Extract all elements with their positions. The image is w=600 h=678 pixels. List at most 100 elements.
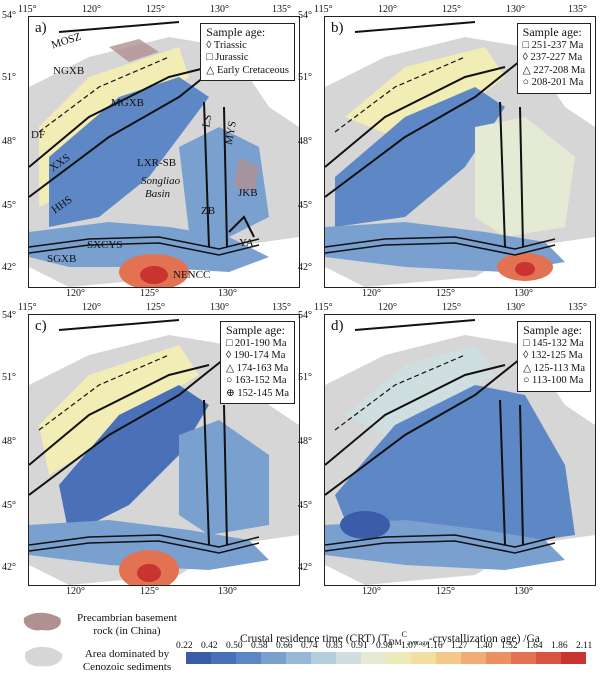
lon-label: 115° [314,4,333,15]
colorbar-tick-label: 1.16 [426,641,443,651]
lat-label: 45° [298,200,312,211]
colorbar-segment [486,652,511,664]
colorbar-tick-label: 0.83 [326,641,343,651]
lon-label: 135° [568,4,587,15]
colorbar-tick-label: 0.50 [226,641,243,651]
lon-label: 115° [18,302,37,313]
lon-label: 125° [442,4,461,15]
colorbar-segment [186,652,211,664]
legend-item: △ 227-208 Ma [522,64,585,76]
lon-label: 130° [210,4,229,15]
unit-label: LXR-SB [137,157,177,169]
panel-tag: a) [33,20,49,37]
colorbar-tick-label: 1.07 [401,641,418,651]
colorbar-segment [411,652,436,664]
sample-age-legend: Sample age: ◊ Triassic □ Jurassic △ Earl… [200,23,295,81]
map-d-canvas [325,315,595,585]
lat-label: 51° [2,372,16,383]
panel-tag: c) [33,318,49,335]
lat-label: 54° [2,310,16,321]
lat-label: 48° [298,136,312,147]
legend-item: □ 251-237 Ma [522,39,584,51]
colorbar-tick-label: 1.27 [451,641,468,651]
lon-label: 130° [218,586,237,597]
lon-label: 120° [378,302,397,313]
lon-label: 120° [66,288,85,299]
lon-label: 120° [378,4,397,15]
lat-label: 48° [2,136,16,147]
legend-item: ⊕ 152-145 Ma [225,387,289,399]
colorbar-segment [386,652,411,664]
lat-label: 54° [298,10,312,21]
colorbar-tick-label: 1.86 [551,641,568,651]
colorbar-segment [536,652,561,664]
lon-label: 115° [18,4,37,15]
legend-title: Sample age: [522,25,582,39]
legend-item: ○ 208-201 Ma [522,77,584,88]
legend-item: □ 145-132 Ma [523,337,584,349]
lat-label: 42° [298,262,312,273]
unit-label: LS [200,113,215,129]
legend-item: ○ 163-152 Ma [225,375,287,386]
lon-label: 130° [506,4,525,15]
lat-label: 42° [2,262,16,273]
lon-label: 120° [82,4,101,15]
unit-label: Songliao [141,175,181,187]
colorbar-tick-label: 1.52 [501,641,518,651]
lat-label: 45° [2,200,16,211]
colorbar-segment [361,652,386,664]
legend-item: ○ 113-100 Ma [523,375,584,386]
lon-label: 125° [140,586,159,597]
colorbar-segment [336,652,361,664]
lat-label: 51° [298,372,312,383]
colorbar-tick-label: 0.22 [176,641,193,651]
colorbar-segment [461,652,486,664]
unit-label: Basin [145,188,171,200]
crt-sup: C [401,630,407,639]
colorbar-title: Crustal residence time (CRT) (TDMCaverag… [240,630,540,647]
legend-title: Sample age: [523,323,583,337]
precambrian-swatch [23,612,61,631]
lon-label: 130° [218,288,237,299]
legend-item: □ Jurassic [206,52,249,63]
unit-label: DF [31,129,46,141]
unit-label: YA [239,237,254,249]
unit-label: SXCYS [87,239,123,251]
lon-label: 120° [82,302,101,313]
unit-label: MGXB [111,97,145,109]
unit-label: NGXB [53,65,85,77]
legend-title: Sample age: [206,25,266,39]
lon-label: 135° [568,302,587,313]
lat-label: 42° [2,562,16,573]
legend-title: Sample age: [225,323,285,337]
lon-label: 120° [66,586,85,597]
map-b-canvas [325,17,595,287]
colorbar-tick-label: 0.74 [301,641,318,651]
colorbar-tick-label: 0.66 [276,641,293,651]
lon-label: 130° [210,302,229,313]
unit-label: ZB [201,205,216,217]
lon-label: 120° [362,586,381,597]
colorbar-segment [311,652,336,664]
legend-item: △ 125-113 Ma [523,362,585,374]
panel-tag: d) [329,318,346,335]
lon-label: 115° [314,302,333,313]
lat-label: 42° [298,562,312,573]
colorbar [186,652,586,664]
legend-item: ◊ 190-174 Ma [225,350,286,361]
lat-label: 45° [298,500,312,511]
colorbar-tick-label: 0.98 [376,641,393,651]
colorbar-segment [236,652,261,664]
colorbar-tick-label: 1.40 [476,641,493,651]
map-panel-b: b) Sample age: □ 251-237 Ma ◊ 237-227 Ma… [324,16,596,288]
colorbar-tick-label: 2.11 [576,641,593,651]
crt-sub: DM [388,638,402,648]
sample-age-legend: Sample age: □ 251-237 Ma ◊ 237-227 Ma △ … [516,23,591,94]
sample-age-legend: Sample age: □ 201-190 Ma ◊ 190-174 Ma △ … [219,321,295,404]
cenozoic-label-line: Area dominated by [84,648,170,660]
lon-label: 125° [146,4,165,15]
cenozoic-label-line: Cenozoic sediments [82,661,172,673]
lat-label: 45° [2,500,16,511]
legend-item: △ Early Cretaceous [206,64,289,76]
lat-label: 54° [298,310,312,321]
